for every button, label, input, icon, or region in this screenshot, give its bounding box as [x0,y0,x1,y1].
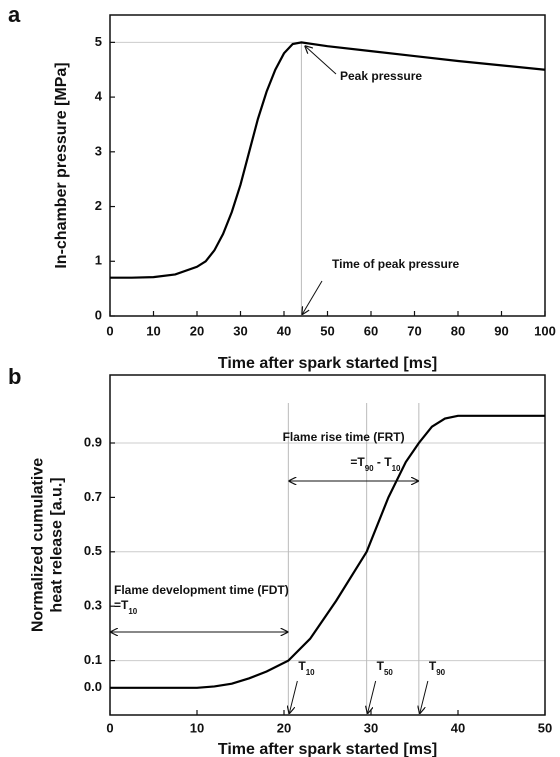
x-tick-label: 60 [364,323,378,338]
x-tick-label: 90 [494,323,508,338]
x-tick-label: 100 [534,323,556,338]
marker-label-part: T [377,659,385,673]
formula-part: =T [114,598,129,612]
y-tick-label: 0.9 [84,434,102,449]
x-tick-label: 40 [451,720,465,735]
y-tick-label: 5 [95,34,102,49]
y-tick-label: 3 [95,143,102,158]
data-line [110,41,546,279]
formula-part: 10 [128,607,137,616]
y-axis-label: In-chamber pressure [MPa] [53,62,70,268]
y-tick-label: 2 [95,198,102,213]
annotation-arrow [368,680,377,713]
x-tick-label: 50 [320,323,334,338]
x-axis-label: Time after spark started [ms] [218,741,437,757]
annotation-arrow [302,280,323,314]
marker-label: T10 [298,659,315,677]
marker-label: T50 [377,659,394,677]
y-tick-label: 4 [95,89,103,104]
x-tick-label: 10 [146,323,160,338]
annotation-arrow [420,680,429,713]
formula-part: - T [374,455,393,469]
marker-label-part: T [298,659,306,673]
annotation: Time of peak pressure [332,257,459,271]
x-tick-label: 30 [364,720,378,735]
formula-part: 10 [392,464,401,473]
y-tick-label: 1 [95,253,102,268]
annotation: Flame development time (FDT) [114,583,289,597]
x-tick-label: 20 [277,720,291,735]
y-tick-label: 0.5 [84,543,102,558]
annotation: Flame rise time (FRT) [283,430,405,444]
formula: =T90 - T10 [350,455,401,473]
annotation-arrow [289,680,298,713]
x-tick-label: 80 [451,323,465,338]
y-tick-label: 0.0 [84,679,102,694]
marker-label-part: 50 [384,668,393,677]
marker-label-part: 10 [306,668,315,677]
y-tick-label: 0.7 [84,489,102,504]
y-tick-label: 0.3 [84,598,102,613]
x-tick-label: 70 [407,323,421,338]
x-tick-label: 20 [190,323,204,338]
x-axis-label: Time after spark started [ms] [218,355,437,372]
marker-label: T90 [429,659,446,677]
marker-label-part: 90 [436,668,445,677]
x-tick-label: 10 [190,720,204,735]
plot-frame [109,374,546,716]
formula-part: 90 [365,464,374,473]
plot-frame [109,14,546,317]
x-tick-label: 40 [277,323,291,338]
x-tick-label: 30 [233,323,247,338]
panel-label: b [8,364,21,389]
y-tick-label: 0.1 [84,652,102,667]
annotation: Peak pressure [340,69,422,83]
formula-part: =T [350,455,365,469]
marker-label-part: T [429,659,437,673]
x-tick-label: 0 [106,323,113,338]
x-tick-label: 50 [538,720,552,735]
y-tick-label: 0 [95,307,102,322]
y-axis-label: Normalized cumulative [30,458,47,632]
y-axis-label: heat release [a.u.] [49,477,66,612]
annotation-arrow [305,46,337,75]
x-tick-label: 0 [106,720,113,735]
data-line [110,414,545,689]
formula: =T10 [114,598,138,616]
panel-label: a [8,2,21,27]
